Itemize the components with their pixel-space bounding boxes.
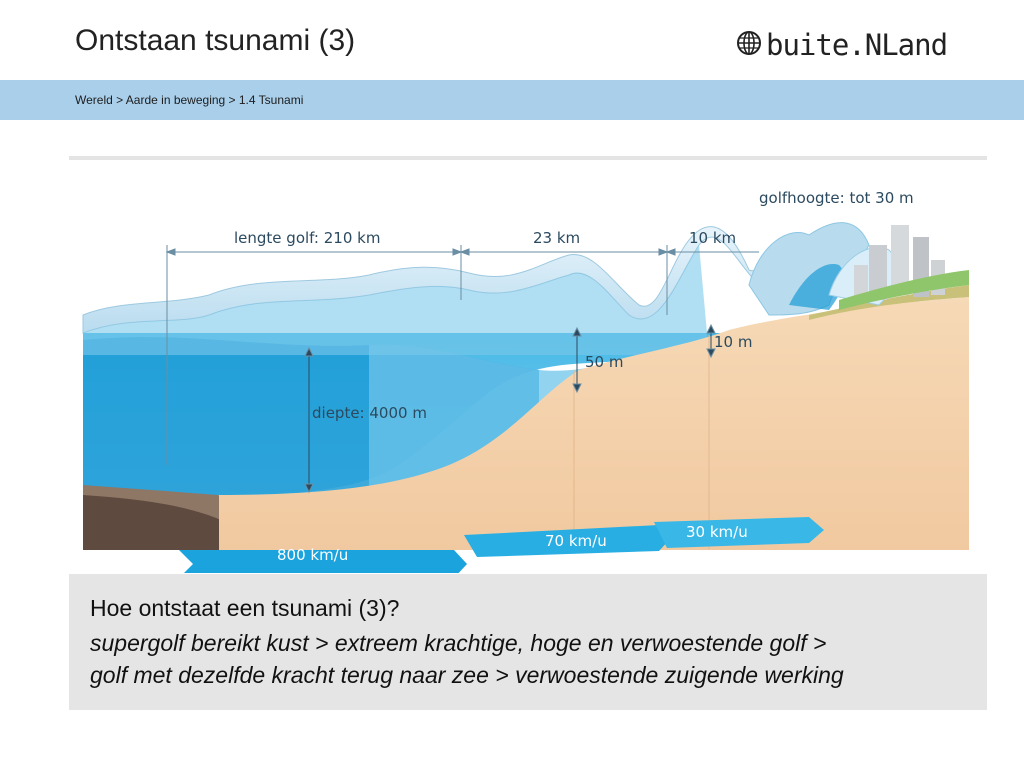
- wave-height-label: golfhoogte: tot 30 m: [759, 189, 914, 207]
- depth-label: diepte: 4000 m: [312, 404, 427, 422]
- height-50-label: 50 m: [585, 353, 623, 371]
- speed-arrow-800: [179, 550, 467, 573]
- page-title: Ontstaan tsunami (3): [75, 24, 356, 57]
- speed-label-70: 70 km/u: [545, 532, 607, 550]
- caption-box: [69, 574, 987, 710]
- breaking-wave: [748, 222, 870, 316]
- water-back-wall: [83, 245, 709, 355]
- height-10-label: 10 m: [714, 333, 752, 351]
- logo-text: buite.NLand: [766, 28, 948, 62]
- land-green: [839, 270, 969, 310]
- speed-label-30: 30 km/u: [686, 523, 748, 541]
- breadcrumb[interactable]: Wereld > Aarde in beweging > 1.4 Tsunami: [75, 93, 304, 107]
- building: [854, 265, 868, 300]
- span-markers: [165, 245, 759, 494]
- building: [869, 245, 887, 300]
- wave-length-label: lengte golf: 210 km: [234, 229, 380, 247]
- speed-arrow-30: [654, 517, 824, 548]
- speed-label-800: 800 km/u: [277, 546, 348, 564]
- tsunami-diagram: golfhoogte: tot 30 m lengte golf: 210 km…: [82, 189, 969, 573]
- caption-line-2: golf met dezelfde kracht terug naar zee …: [90, 662, 844, 688]
- land-slope: [219, 297, 969, 550]
- seabed-layer: [83, 495, 254, 550]
- brand-logo[interactable]: buite.NLand: [736, 28, 948, 62]
- span-23-label: 23 km: [533, 229, 580, 247]
- divider: [69, 156, 987, 160]
- speed-arrow-70: [464, 525, 672, 557]
- caption-question: Hoe ontstaat een tsunami (3)?: [90, 595, 400, 621]
- caption-line-1: supergolf bereikt kust > extreem krachti…: [90, 630, 827, 656]
- breaking-wave-inner: [789, 264, 845, 310]
- breadcrumb-bar: [0, 80, 1024, 120]
- building: [891, 225, 909, 295]
- span-10-label: 10 km: [689, 229, 736, 247]
- globe-icon: [736, 30, 762, 61]
